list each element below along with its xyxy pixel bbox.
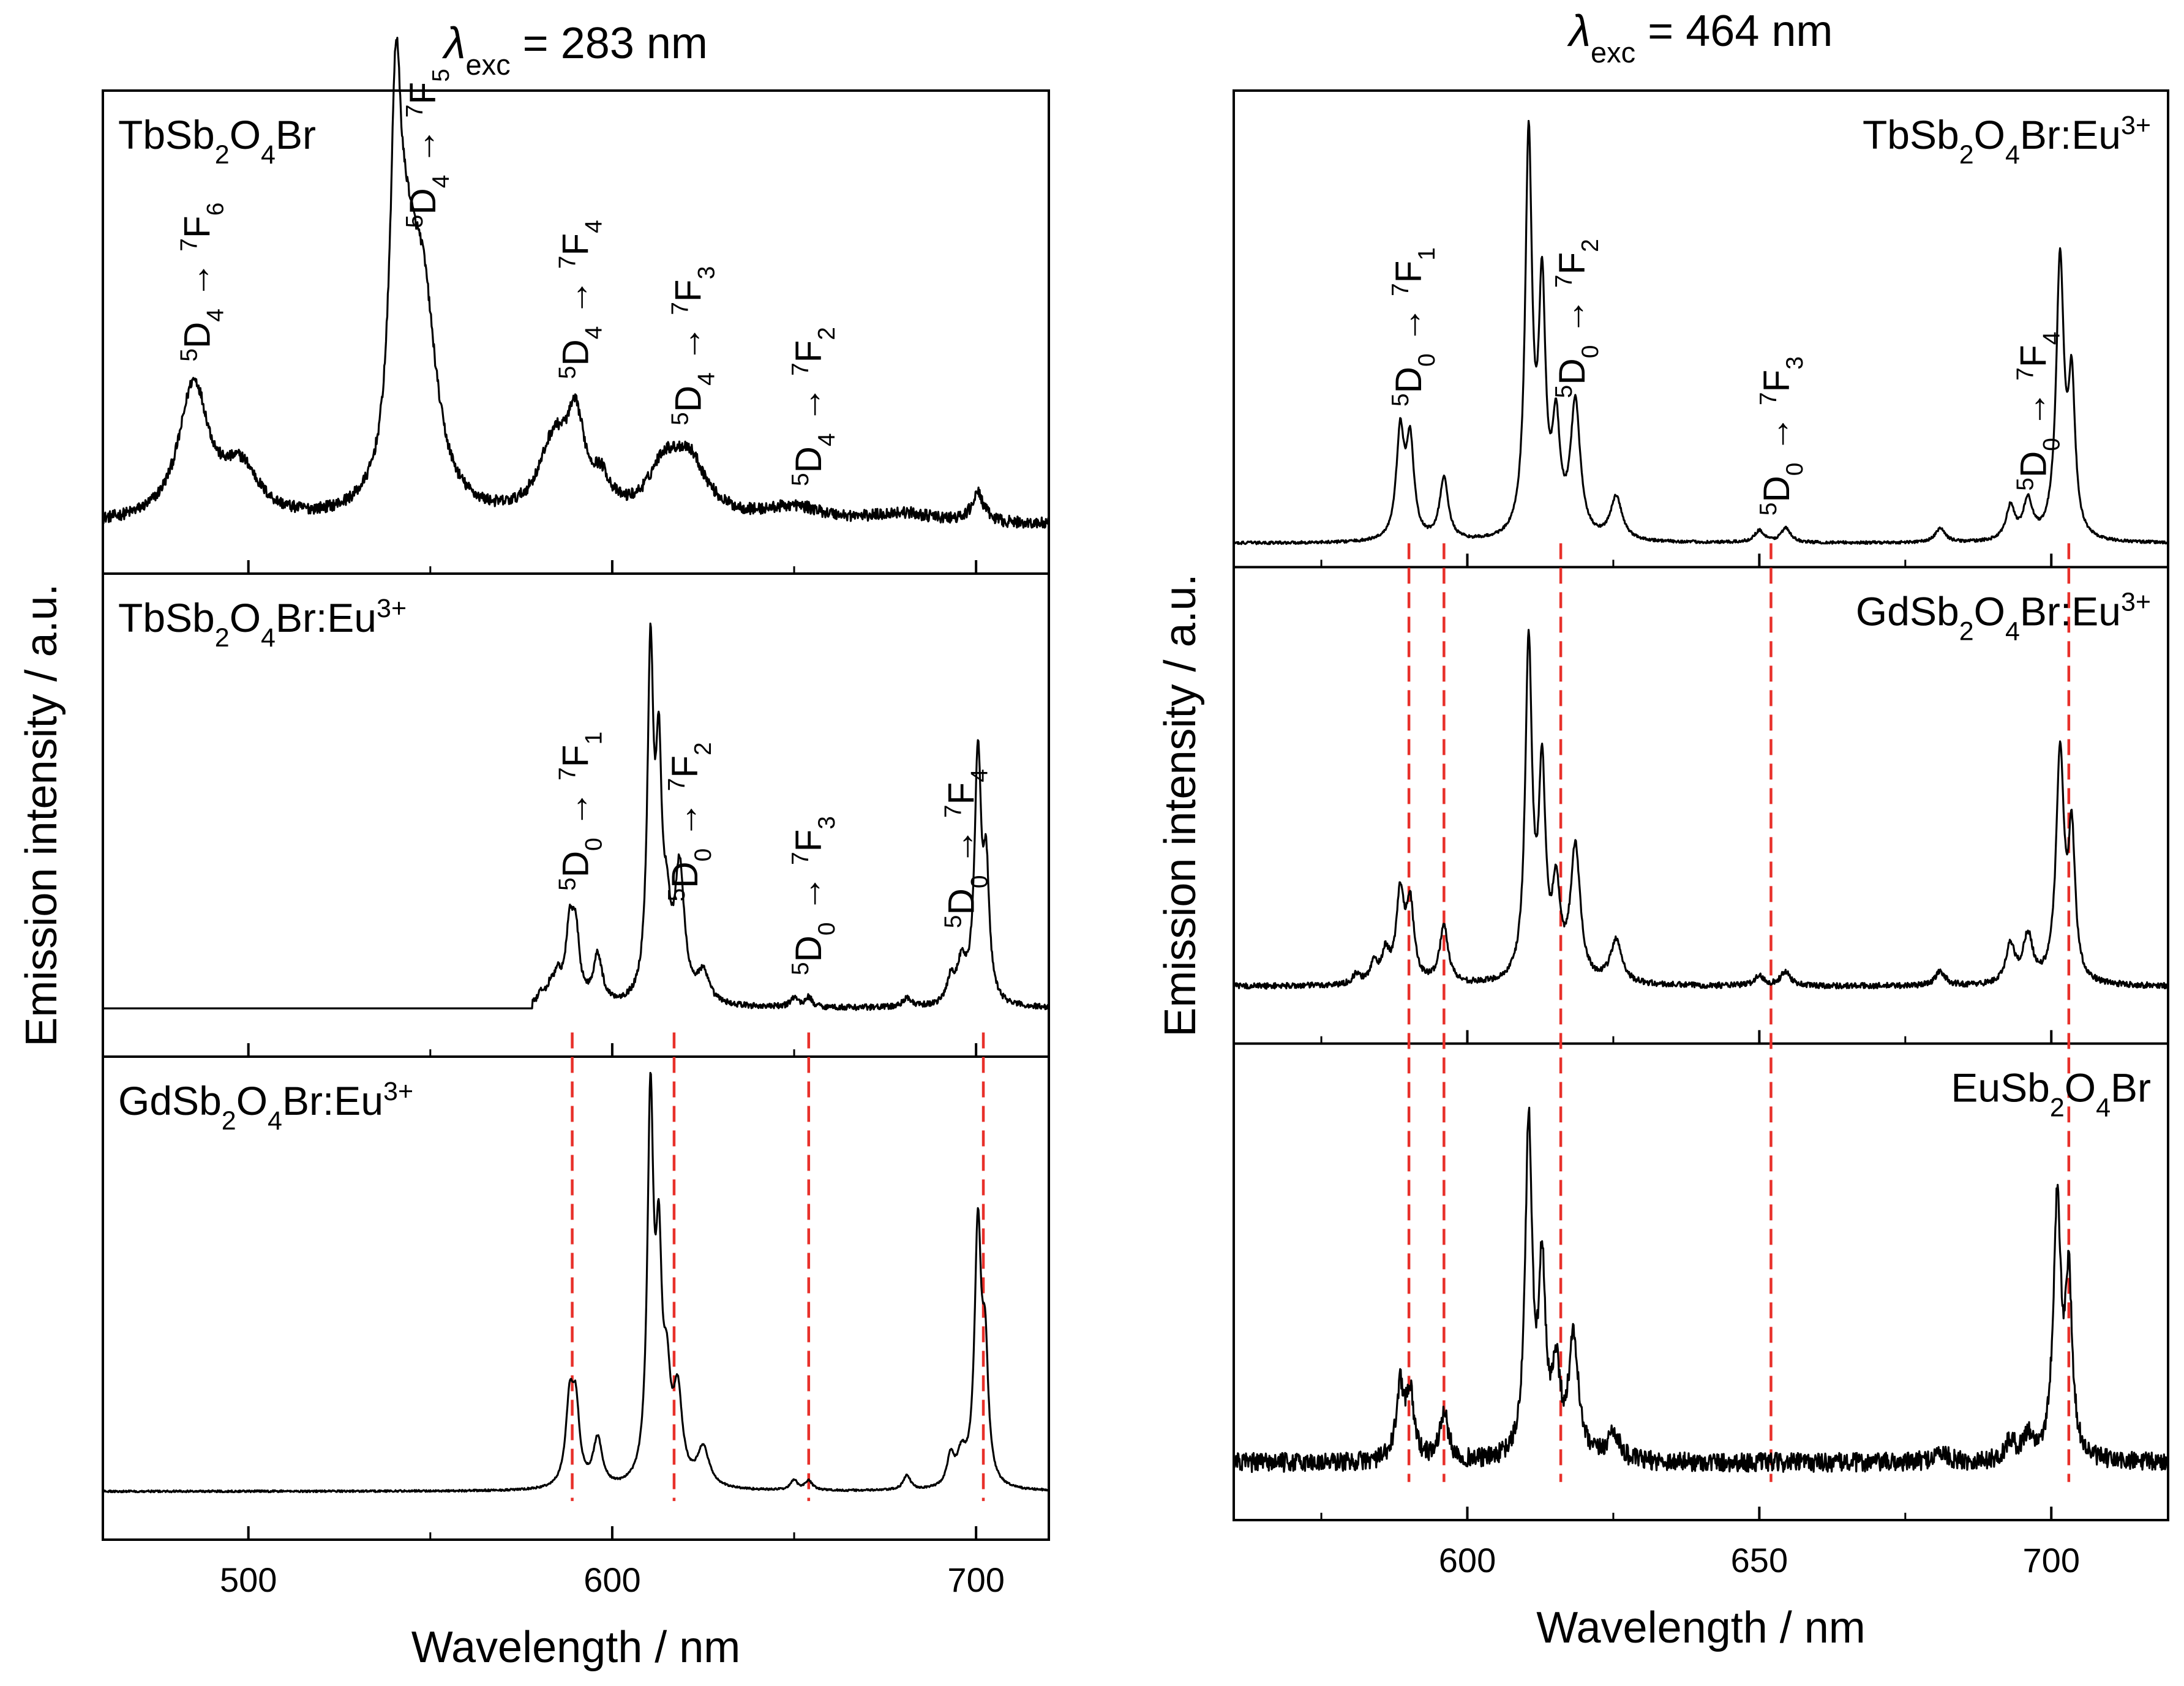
chart-2: λexc = 464 nm 600 650 700 Wavelength / nm Emi… — [1156, 7, 2169, 1652]
transition-label: 5D0 → 7F1 — [1387, 247, 1440, 407]
plot-frame — [102, 89, 1050, 1541]
y-axis-label: Emission intensity / a.u. — [1156, 574, 1205, 1036]
transition-label: 5D0 → 7F4 — [940, 769, 993, 928]
x-tick-label: 700 — [2023, 1541, 2080, 1579]
x-tick-label: 600 — [1439, 1541, 1496, 1579]
x-tick-label: 600 — [584, 1560, 640, 1599]
transition-label: 5D4 → 7F5 — [401, 69, 454, 228]
chart-1: λexc = 283 nm 500 600 700 Wavelength / nm Emi… — [17, 19, 1050, 1672]
spectrum-line — [1233, 119, 2169, 545]
sample-label: TbSb2O4Br:Eu3+ — [118, 594, 407, 653]
spectrum-line — [1233, 629, 2169, 990]
transition-label: 5D4 → 7F6 — [176, 203, 228, 362]
x-tick-label: 500 — [220, 1560, 277, 1599]
x-tick-label: 650 — [1731, 1541, 1788, 1579]
y-axis-label: Emission intensity / a.u. — [17, 583, 66, 1046]
transition-label: 5D0 → 7F4 — [2012, 332, 2065, 491]
x-axis-label: Wavelength / nm — [1536, 1603, 1866, 1652]
transition-label: 5D4 → 7F4 — [554, 220, 607, 379]
transition-label: 5D4 → 7F2 — [787, 327, 839, 486]
transition-label: 5D0 → 7F1 — [554, 732, 607, 891]
transition-label: 5D0 → 7F2 — [1551, 239, 1604, 398]
sample-label: TbSb2O4Br — [118, 112, 316, 170]
plot-frame — [1233, 89, 2169, 1521]
sample-label: EuSb2O4Br — [1951, 1065, 2151, 1123]
sample-label: TbSb2O4Br:Eu3+ — [1863, 111, 2151, 170]
x-tick-label: 700 — [947, 1560, 1004, 1599]
transition-label: 5D0 → 7F3 — [787, 816, 839, 975]
transition-label: 5D0 → 7F3 — [1755, 356, 1807, 515]
sample-label: GdSb2O4Br:Eu3+ — [118, 1077, 413, 1136]
transition-label: 5D4 → 7F3 — [667, 266, 719, 425]
spectrum-line — [102, 622, 1050, 1011]
spectrum-line — [102, 37, 1050, 529]
chart-title: λexc = 283 nm — [441, 19, 708, 81]
x-axis-label: Wavelength / nm — [411, 1623, 741, 1672]
transition-label: 5D0 → 7F2 — [663, 742, 716, 901]
spectrum-line — [102, 1071, 1050, 1494]
sample-label: GdSb2O4Br:Eu3+ — [1856, 587, 2151, 646]
chart-title: λexc = 464 nm — [1567, 7, 1833, 69]
spectrum-line — [1233, 1106, 2169, 1473]
